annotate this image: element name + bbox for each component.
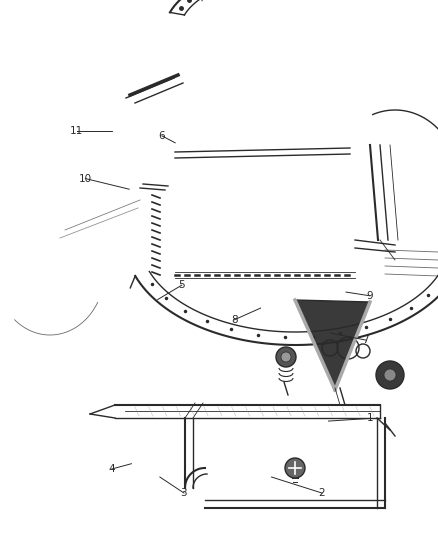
Text: 1: 1: [367, 414, 374, 423]
Text: 6: 6: [159, 131, 166, 141]
Circle shape: [281, 352, 291, 362]
Text: 2: 2: [318, 488, 325, 498]
Text: 11: 11: [70, 126, 83, 135]
Circle shape: [376, 361, 404, 389]
Circle shape: [285, 458, 305, 478]
Text: 3: 3: [180, 488, 187, 498]
Text: 5: 5: [178, 280, 185, 290]
Text: 4: 4: [108, 464, 115, 474]
Text: 9: 9: [367, 291, 374, 301]
Circle shape: [276, 347, 296, 367]
Text: 8: 8: [231, 315, 238, 325]
Circle shape: [384, 369, 396, 381]
Polygon shape: [295, 300, 370, 390]
Text: 10: 10: [79, 174, 92, 183]
Text: 7: 7: [362, 335, 369, 345]
